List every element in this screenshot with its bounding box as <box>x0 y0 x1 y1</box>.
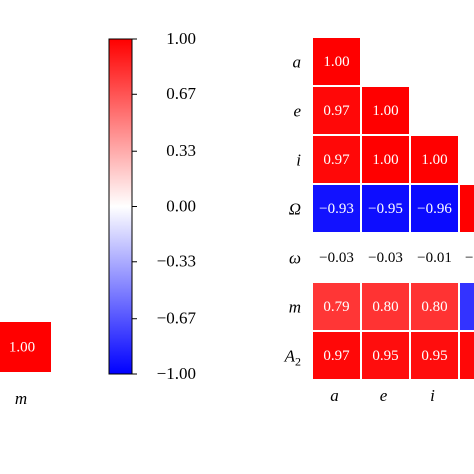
heatmap-cell-label: 1.00 <box>372 103 398 119</box>
row-label-subscript: 2 <box>295 354 301 368</box>
row-label-main: a <box>293 52 302 71</box>
heatmap-cell <box>411 185 458 232</box>
row-label: A2 <box>284 346 301 368</box>
row-label-main: i <box>296 150 301 169</box>
heatmap-cell-label: 1.00 <box>323 54 349 70</box>
row-label-main: m <box>289 297 301 316</box>
heatmap-cell-label: 0.79 <box>323 299 349 315</box>
heatmap-cell-label: 0.97 <box>323 348 350 364</box>
row-label-main: e <box>293 101 301 120</box>
heatmap-cell-label: 0.80 <box>421 299 447 315</box>
heatmap-cell <box>313 87 360 134</box>
colorbar-tick-label: 1.00 <box>166 29 196 48</box>
heatmap-cell <box>362 283 409 330</box>
heatmap-cell <box>362 185 409 232</box>
heatmap-cell <box>362 87 409 134</box>
row-label-main: ω <box>289 248 301 267</box>
row-label: m <box>289 297 301 316</box>
colorbar: 1.00 0.67 0.33 0.00 −0.33 −0.67 −1.00 <box>108 29 197 383</box>
heatmap-cell <box>313 185 360 232</box>
x-tick-label-m: m <box>15 389 27 408</box>
heatmap-cell-label: 0.95 <box>421 348 447 364</box>
heatmap-cell <box>313 332 360 379</box>
left-heatmap: 1.00 m <box>0 322 51 408</box>
heatmap-cell-clipped <box>460 283 474 330</box>
heatmap-cell-m-m <box>0 322 51 372</box>
heatmap-cell <box>313 38 360 85</box>
heatmap-cell-label: −0.96 <box>417 201 452 217</box>
colorbar-tick-label: 0.00 <box>166 196 196 215</box>
heatmap-cell-label: 1.00 <box>421 152 447 168</box>
heatmap-cell <box>362 136 409 183</box>
heatmap-cell-label: 0.80 <box>372 299 398 315</box>
heatmap-cell <box>313 283 360 330</box>
row-label: Ω <box>289 199 301 218</box>
heatmap-cell-label: −0.03 <box>319 250 354 266</box>
row-label: i <box>296 150 301 169</box>
heatmap-cell-label: −0.01 <box>417 250 452 266</box>
heatmap-cell-clipped <box>460 185 474 232</box>
heatmap-cell-label: 0.97 <box>323 152 350 168</box>
heatmap-cell <box>411 136 458 183</box>
heatmap-cell <box>411 283 458 330</box>
heatmap-cell <box>313 136 360 183</box>
colorbar-tick-label: −1.00 <box>157 364 196 383</box>
heatmap-cell <box>411 332 458 379</box>
heatmap-cell-label-clipped: − <box>465 250 473 266</box>
colorbar-tick-label: −0.67 <box>157 309 197 328</box>
heatmap-cell-label: −0.03 <box>368 250 403 266</box>
colorbar-gradient <box>108 38 133 375</box>
heatmap-cell-label: −0.93 <box>319 201 354 217</box>
row-label: ω <box>289 248 301 267</box>
colorbar-tick-label: 0.67 <box>166 84 196 103</box>
column-label: a <box>330 386 339 405</box>
heatmap-cell <box>362 332 409 379</box>
row-label-main: Ω <box>289 199 301 218</box>
heatmap-cell-label: −0.95 <box>368 201 403 217</box>
heatmap-cell-clipped <box>460 332 474 379</box>
heatmap-cell-label: 0.95 <box>372 348 398 364</box>
heatmap-cell-label: 1.00 <box>372 152 398 168</box>
colorbar-tick-label: −0.33 <box>157 252 196 271</box>
column-label: e <box>380 386 388 405</box>
row-label-main: A <box>284 346 296 365</box>
colorbar-tick-label: 0.33 <box>166 141 196 160</box>
heatmap-cell-label: 0.97 <box>323 103 350 119</box>
row-label: a <box>293 52 302 71</box>
row-label: e <box>293 101 301 120</box>
heatmap-cell-label-m-m: 1.00 <box>9 339 35 355</box>
column-label: i <box>430 386 435 405</box>
